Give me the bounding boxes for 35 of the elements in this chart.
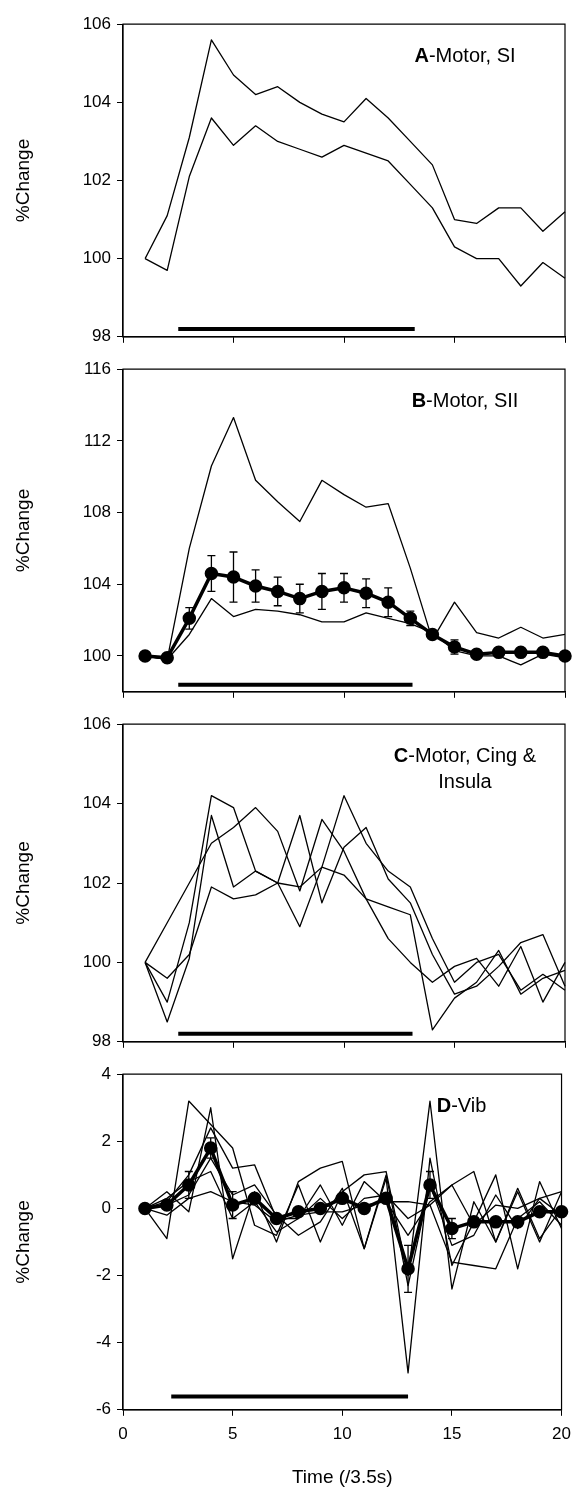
text: C-Motor, Cing & Insula — [393, 743, 537, 792]
y-tick-label: 98 — [92, 1031, 111, 1051]
y-axis-title: %Change — [11, 488, 33, 573]
text: A-Motor, SI — [414, 43, 516, 66]
y-tick-label: 102 — [82, 872, 111, 892]
y-tick-label: 0 — [101, 1198, 111, 1218]
x-tick-label: 10 — [332, 1423, 352, 1443]
y-tick-label: 100 — [82, 952, 111, 972]
x-tick-label: 15 — [442, 1423, 462, 1443]
y-tick-label: 104 — [82, 573, 111, 593]
y-tick-label: 4 — [101, 1063, 111, 1083]
y-axis-title: %Change — [11, 1200, 33, 1284]
y-tick-label: 108 — [82, 502, 111, 522]
y-tick-label: 116 — [83, 358, 111, 378]
y-tick-label: -4 — [95, 1332, 111, 1352]
x-tick-label: 20 — [552, 1423, 572, 1443]
text: D-Vib — [436, 1093, 487, 1116]
y-tick-label: 98 — [92, 326, 111, 346]
x-tick-label: 5 — [227, 1423, 238, 1443]
y-axis-title: %Change — [11, 138, 33, 223]
y-tick-label: 106 — [82, 713, 111, 733]
y-tick-label: 104 — [82, 92, 111, 112]
y-tick-label: 100 — [82, 645, 111, 665]
text: B-Motor, SII — [411, 388, 519, 411]
y-tick-label: 112 — [83, 430, 111, 450]
x-axis-title: Time (/3.5s) — [291, 1465, 393, 1487]
y-axis-title: %Change — [11, 841, 33, 925]
y-tick-label: 104 — [82, 793, 111, 813]
y-tick-label: 2 — [101, 1131, 111, 1151]
y-tick-label: 106 — [82, 13, 111, 33]
x-tick-label: 0 — [118, 1423, 128, 1443]
y-tick-label: 100 — [82, 248, 111, 268]
y-tick-label: -2 — [95, 1265, 111, 1285]
y-tick-label: 102 — [82, 170, 111, 190]
y-tick-label: -6 — [95, 1399, 111, 1419]
